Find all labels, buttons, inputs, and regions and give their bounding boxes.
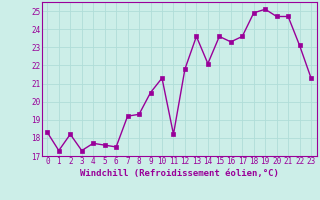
X-axis label: Windchill (Refroidissement éolien,°C): Windchill (Refroidissement éolien,°C) [80,169,279,178]
